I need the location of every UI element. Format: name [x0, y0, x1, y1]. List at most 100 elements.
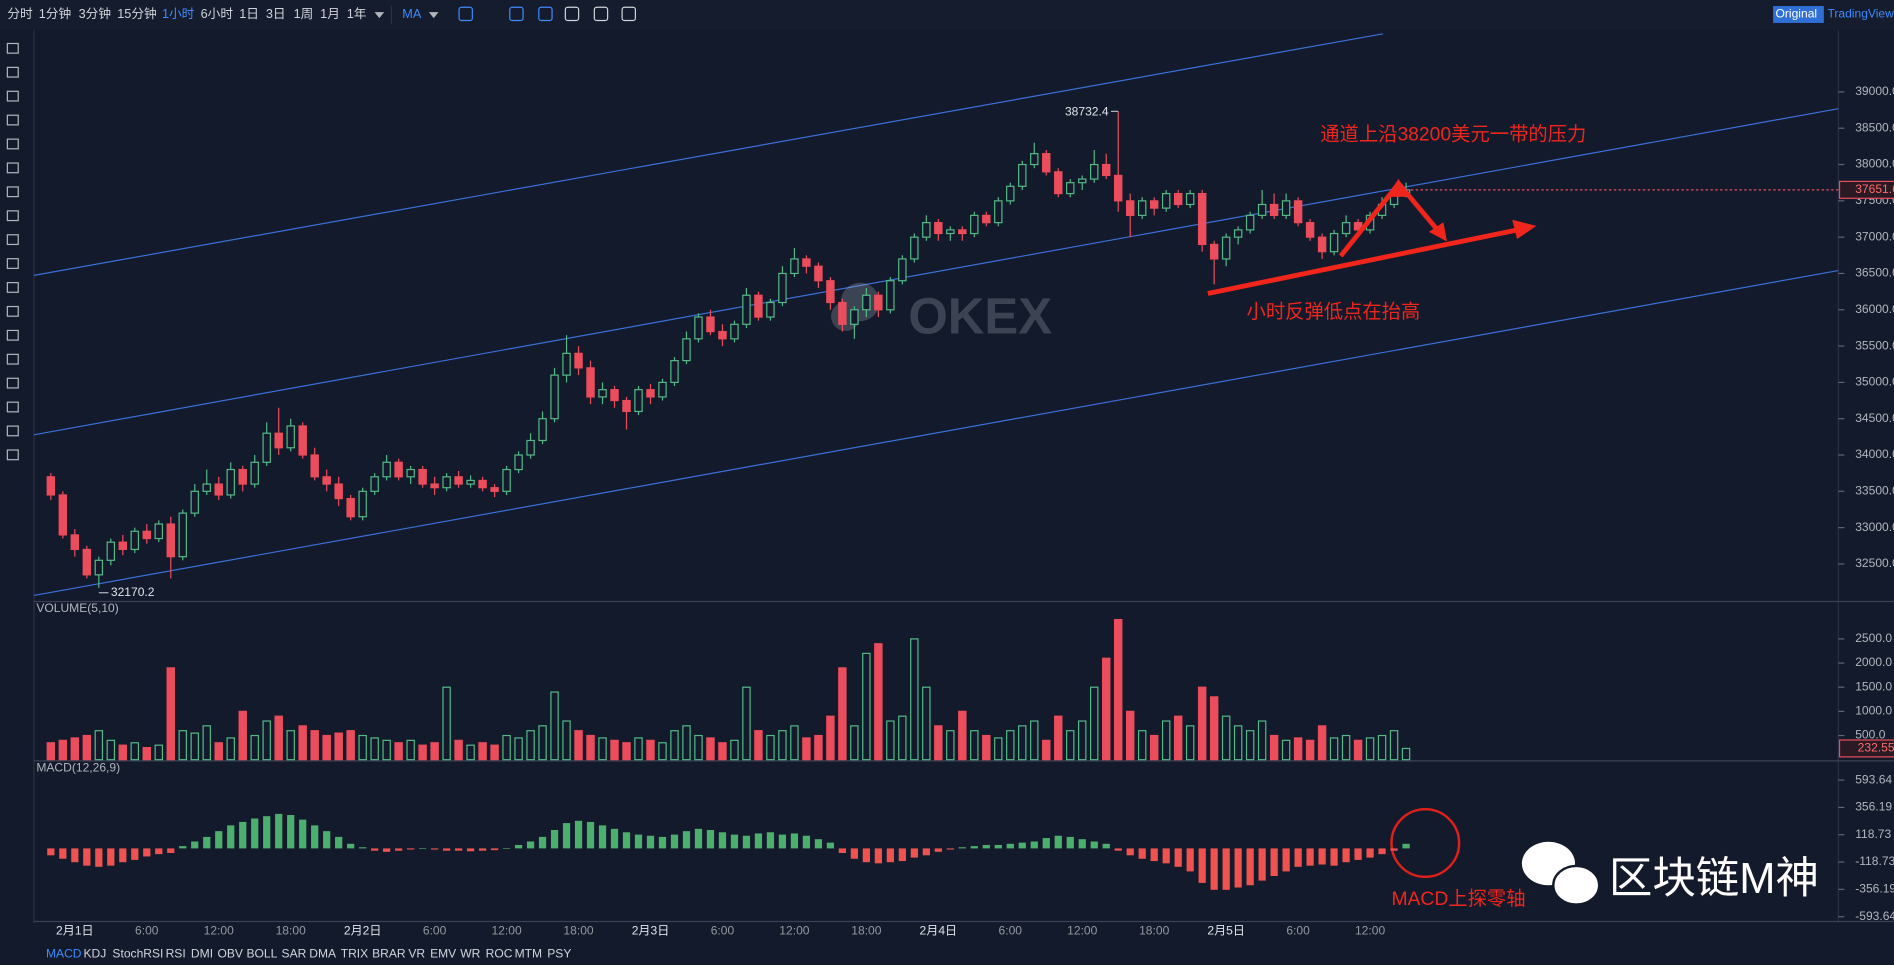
- tool-icon[interactable]: [6, 282, 19, 293]
- y-tick-label: 36000.0: [1855, 302, 1894, 316]
- volume-bar: [1030, 720, 1039, 761]
- macd-bar: [1018, 842, 1026, 849]
- candle-body: [730, 323, 739, 340]
- dropdown-caret: [374, 12, 385, 19]
- toolbar-icon[interactable]: [458, 6, 473, 22]
- y-tick-label: 500.0: [1855, 728, 1885, 742]
- tool-icon[interactable]: [6, 210, 19, 222]
- macd-bar: [802, 835, 811, 849]
- toolbar-icon[interactable]: [509, 6, 524, 22]
- indicator-tab[interactable]: BRAR: [372, 946, 406, 960]
- x-tick-label: 2月3日: [632, 923, 670, 937]
- tool-icon[interactable]: [6, 449, 19, 461]
- candle-body: [886, 280, 895, 311]
- tool-icon[interactable]: [6, 138, 19, 150]
- volume-bar: [70, 737, 80, 761]
- macd-bar: [71, 848, 79, 863]
- interval-button[interactable]: 6小时: [201, 7, 234, 21]
- volume-bar: [418, 744, 427, 761]
- macd-bar: [371, 848, 379, 851]
- macd-bar: [1270, 848, 1278, 877]
- wechat-icon: [1552, 864, 1601, 906]
- tool-icon[interactable]: [6, 353, 19, 365]
- tool-icon[interactable]: [6, 90, 19, 102]
- tool-icon[interactable]: [6, 377, 19, 389]
- macd-bar: [1186, 848, 1194, 872]
- tool-icon[interactable]: [6, 42, 19, 54]
- volume-bar: [334, 732, 343, 761]
- tool-icon[interactable]: [6, 329, 19, 341]
- candle-body: [82, 548, 92, 576]
- candle-body: [970, 214, 979, 235]
- candle-body: [1185, 192, 1195, 206]
- toolbar-icon[interactable]: [538, 6, 553, 22]
- indicator-button[interactable]: MA: [402, 7, 422, 21]
- volume-bar: [1113, 618, 1123, 761]
- candle-body: [1317, 236, 1327, 253]
- tool-icon[interactable]: [6, 162, 19, 174]
- candle-body: [214, 483, 223, 496]
- tool-icon[interactable]: [6, 186, 19, 198]
- volume-bar: [298, 725, 307, 761]
- interval-button[interactable]: 1小时: [162, 7, 195, 21]
- macd-bar: [910, 848, 918, 858]
- volume-bar: [94, 730, 104, 761]
- toolbar-icon[interactable]: [593, 6, 609, 22]
- indicator-tab[interactable]: DMI: [191, 946, 213, 960]
- x-tick-label: 2月2日: [344, 923, 382, 937]
- indicator-tab[interactable]: MTM: [515, 946, 542, 960]
- macd-bar: [730, 834, 739, 849]
- mode-button[interactable]: Original: [1776, 7, 1818, 21]
- tool-icon[interactable]: [6, 66, 19, 78]
- interval-button[interactable]: 1分钟: [39, 6, 71, 21]
- candle-body: [898, 258, 907, 282]
- interval-button[interactable]: 15分钟: [117, 6, 156, 21]
- toolbar-icon[interactable]: [564, 6, 580, 22]
- channel-line: [33, 108, 1839, 436]
- indicator-tab[interactable]: ROC: [486, 946, 513, 960]
- tool-icon[interactable]: [6, 425, 19, 437]
- tool-icon[interactable]: [6, 401, 19, 413]
- macd-bar: [1102, 843, 1110, 849]
- interval-button[interactable]: 1日: [239, 7, 259, 21]
- indicator-tab[interactable]: DMA: [309, 946, 337, 960]
- interval-button[interactable]: 3分钟: [79, 6, 111, 21]
- macd-bar: [754, 833, 763, 849]
- indicator-tab[interactable]: VR: [408, 946, 425, 960]
- volume-bar: [898, 715, 907, 761]
- toolbar-icon[interactable]: [621, 6, 637, 22]
- tool-icon[interactable]: [6, 305, 19, 317]
- indicator-tab[interactable]: TRIX: [341, 946, 368, 960]
- indicator-tab[interactable]: BOLL: [246, 946, 277, 960]
- volume-bar: [646, 739, 655, 761]
- candle-body: [430, 483, 439, 489]
- volume-bar: [706, 737, 715, 761]
- candle-body: [394, 461, 403, 478]
- tool-icon[interactable]: [6, 114, 19, 126]
- indicator-tab[interactable]: PSY: [547, 946, 571, 960]
- candle-body: [442, 476, 451, 489]
- indicator-tab[interactable]: RSI: [166, 946, 186, 960]
- trend-arrow: [1207, 227, 1520, 296]
- indicator-tab[interactable]: EMV: [430, 946, 456, 960]
- tool-icon[interactable]: [6, 234, 19, 246]
- indicator-tab[interactable]: MACD: [46, 946, 82, 960]
- mode-button[interactable]: TradingView: [1827, 7, 1894, 21]
- interval-button[interactable]: 1年: [347, 7, 367, 21]
- indicator-tab[interactable]: OBV: [218, 946, 243, 960]
- volume-bar: [814, 734, 823, 761]
- interval-button[interactable]: 1周: [294, 7, 314, 21]
- x-tick-label: 18:00: [276, 923, 306, 937]
- volume-bar: [946, 730, 955, 761]
- indicator-tab[interactable]: WR: [460, 946, 480, 960]
- tool-icon[interactable]: [6, 258, 19, 269]
- macd-bar: [826, 842, 835, 849]
- indicator-tab[interactable]: KDJ: [83, 946, 106, 960]
- interval-button[interactable]: 分时: [7, 7, 33, 21]
- indicator-tab[interactable]: SAR: [282, 946, 307, 960]
- interval-button[interactable]: 1月: [320, 7, 340, 21]
- interval-button[interactable]: 3日: [266, 7, 286, 21]
- indicator-tab[interactable]: StochRSI: [112, 946, 163, 960]
- mode-button-bg: [1773, 6, 1824, 23]
